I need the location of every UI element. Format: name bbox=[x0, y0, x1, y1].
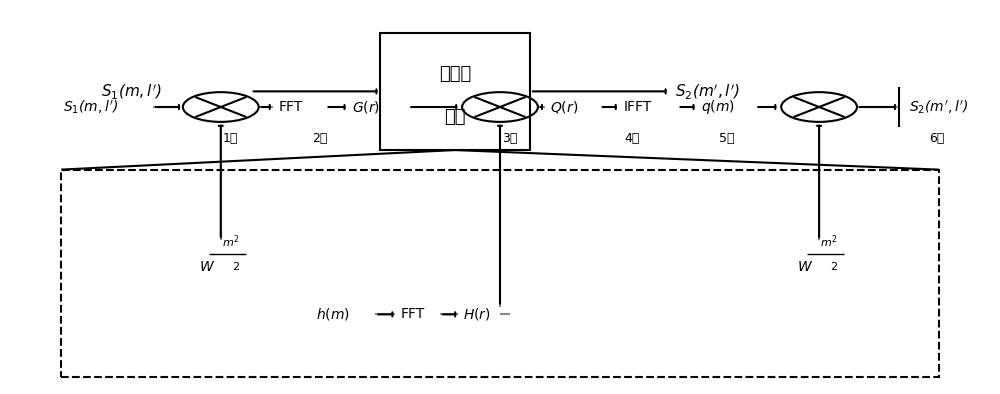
Text: 第一级: 第一级 bbox=[439, 65, 471, 83]
Text: IFFT: IFFT bbox=[624, 100, 652, 114]
Text: 4）: 4） bbox=[625, 132, 640, 145]
Text: S$_1$($m,l'$): S$_1$($m,l'$) bbox=[63, 98, 119, 116]
Text: $2$: $2$ bbox=[830, 260, 838, 271]
Bar bbox=[61, 169, 939, 377]
Text: $Q(r)$: $Q(r)$ bbox=[550, 99, 578, 115]
Text: S$_2$($m',l'$): S$_2$($m',l'$) bbox=[909, 98, 968, 116]
Text: $H(r)$: $H(r)$ bbox=[463, 307, 491, 322]
Text: 1）: 1） bbox=[223, 132, 238, 145]
Text: FFT: FFT bbox=[279, 100, 303, 114]
Text: FFT: FFT bbox=[400, 307, 425, 322]
Text: 3）: 3） bbox=[502, 132, 517, 145]
Text: $h(m)$: $h(m)$ bbox=[316, 307, 349, 322]
Text: $W$: $W$ bbox=[199, 260, 215, 273]
Text: 变换: 变换 bbox=[444, 108, 466, 126]
Text: $m^2$: $m^2$ bbox=[820, 233, 838, 250]
Text: S$_2$($m',l'$): S$_2$($m',l'$) bbox=[675, 82, 740, 101]
Text: $W$: $W$ bbox=[797, 260, 813, 273]
Text: 5）: 5） bbox=[719, 132, 735, 145]
Text: 6）: 6） bbox=[929, 132, 944, 145]
Text: 2）: 2） bbox=[313, 132, 328, 145]
Bar bbox=[380, 33, 530, 150]
Text: $G(r)$: $G(r)$ bbox=[352, 99, 380, 115]
Text: $q(m)$: $q(m)$ bbox=[701, 98, 735, 116]
Text: $2$: $2$ bbox=[232, 260, 240, 271]
Text: $m^2$: $m^2$ bbox=[222, 233, 239, 250]
Text: S$_1$($m,l'$): S$_1$($m,l'$) bbox=[101, 82, 162, 101]
